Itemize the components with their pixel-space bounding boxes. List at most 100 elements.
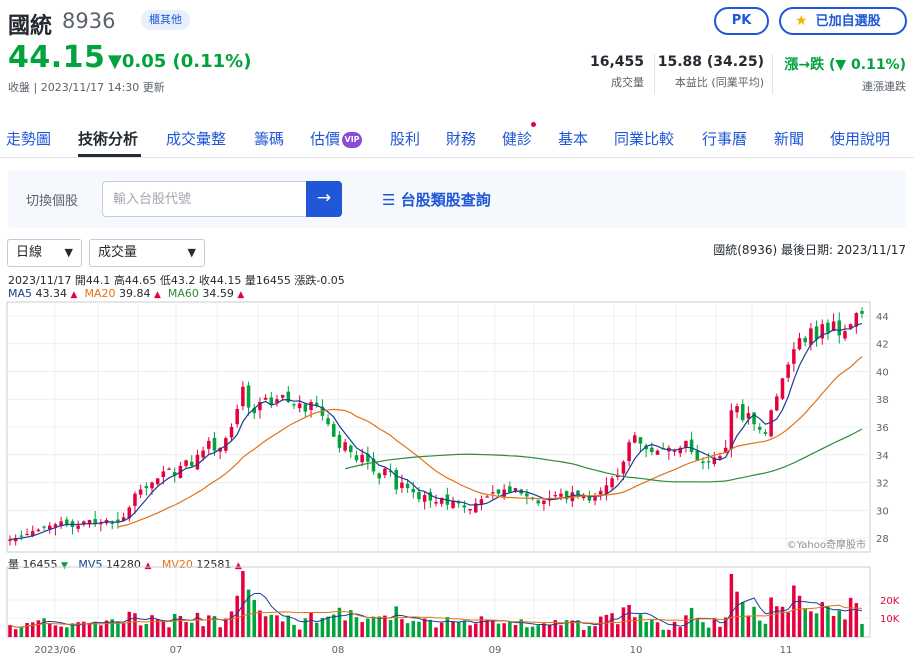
mv5-value: 14280 (105, 558, 141, 571)
candle-body (275, 399, 279, 403)
volume-bar (99, 625, 103, 637)
tab-peers[interactable]: 同業比較 (614, 130, 675, 148)
ohlc-readout: 2023/11/17 開44.1 高44.65 低43.2 收44.15 量16… (8, 274, 345, 287)
tab-trades[interactable]: 成交彙整 (166, 130, 227, 148)
volume-bar (394, 606, 399, 637)
volume-bar (564, 620, 569, 637)
tab-dividend[interactable]: 股利 (390, 130, 421, 148)
candle-body (87, 520, 92, 525)
ma20-label: MA20 (84, 287, 116, 300)
candle-body (757, 426, 762, 430)
volume-bar (826, 606, 830, 637)
candle-body (93, 519, 97, 525)
candle-body (354, 455, 359, 461)
volume-bar (116, 622, 120, 637)
search-submit-button[interactable]: → (306, 181, 342, 217)
stock-search-input[interactable] (102, 181, 307, 217)
volume-bar (42, 618, 46, 637)
tab-chips[interactable]: 籌碼 (254, 130, 285, 148)
volume-bar (479, 616, 484, 637)
arrow-right-icon: → (316, 188, 332, 208)
candle-body (763, 432, 768, 434)
pk-button[interactable]: PK (714, 7, 769, 35)
volume-bar (496, 623, 501, 637)
candle-body (246, 385, 251, 408)
volume-bar (763, 623, 768, 637)
up-arrow-icon: ▲ (70, 290, 78, 300)
volume-bar (110, 619, 115, 637)
market-badge[interactable]: 櫃其他 (141, 10, 190, 30)
candle-body (36, 529, 41, 532)
candle-body (201, 450, 205, 458)
tab-technical[interactable]: 技術分析 (78, 130, 139, 148)
tab-health[interactable]: 健診 (502, 130, 533, 148)
candle-body (769, 410, 773, 437)
period-select[interactable]: 日線 ▼ (7, 239, 82, 267)
candle-body (485, 496, 489, 498)
candle-body (502, 489, 506, 497)
volume-bar (757, 620, 762, 637)
candle-body (19, 535, 24, 537)
candle-body (297, 403, 302, 409)
category-query-label: 台股類股查詢 (400, 191, 491, 209)
x-tick-label: 09 (489, 645, 502, 656)
volume-bar (70, 623, 75, 637)
candle-body (172, 471, 177, 476)
volume-bar (167, 627, 171, 637)
price-tick-label: 34 (876, 451, 889, 462)
volume-bar (820, 602, 825, 637)
volume-bar (303, 618, 308, 637)
candle-body (525, 493, 529, 497)
stat-pe-value: 15.88 (34.25) (657, 54, 764, 70)
tab-news[interactable]: 新聞 (774, 130, 805, 148)
candle-body (252, 408, 257, 414)
period-select-value: 日線 (16, 245, 43, 260)
tab-finance[interactable]: 財務 (446, 130, 477, 148)
candle-body (473, 503, 478, 513)
candle-body (195, 454, 200, 470)
candle-body (150, 482, 154, 489)
volume-bar (189, 622, 194, 637)
candle-body (241, 386, 245, 407)
volume-bar (678, 627, 683, 637)
candle-body (576, 490, 580, 496)
price-tick-label: 32 (876, 479, 889, 490)
candle-body (491, 492, 495, 494)
volume-bar (366, 618, 370, 637)
tab-help[interactable]: 使用說明 (830, 130, 891, 148)
candle-body (860, 311, 864, 314)
volume-bar (712, 618, 717, 637)
volume-bar (814, 613, 819, 637)
tab-trend[interactable]: 走勢圖 (6, 130, 52, 148)
candle-body (422, 495, 427, 502)
candle-body (167, 468, 171, 470)
x-tick-label: 2023/06 (34, 645, 76, 656)
volume-bar (473, 623, 478, 637)
stock-code: 8936 (62, 9, 116, 33)
volume-bar (542, 623, 546, 637)
candle-body (116, 519, 120, 522)
watchlist-button[interactable]: ★ 已加自選股 (779, 7, 907, 35)
volume-bar (547, 624, 552, 637)
mv20-label: MV20 (161, 558, 193, 571)
indicator-select[interactable]: 成交量 ▼ (89, 239, 205, 267)
candle-body (212, 437, 217, 451)
candle-body (258, 402, 262, 411)
volume-bar (229, 611, 234, 637)
candle-body (417, 492, 421, 500)
volume-bar (831, 616, 836, 637)
x-tick-label: 11 (780, 645, 793, 656)
candle-body (826, 322, 830, 333)
stat-volume-value: 16,455 (589, 54, 644, 70)
category-query-link[interactable]: ☰ 台股類股查詢 (382, 189, 491, 210)
candle-body (644, 445, 648, 450)
volume-bar (235, 595, 239, 637)
tab-valuation[interactable]: 估價 VIP (310, 128, 363, 149)
candle-body (672, 450, 677, 452)
volume-bar (87, 622, 92, 637)
tab-calendar[interactable]: 行事曆 (702, 130, 748, 148)
tab-basic[interactable]: 基本 (558, 130, 589, 148)
volume-bar (263, 616, 268, 637)
candle-body (536, 500, 541, 504)
